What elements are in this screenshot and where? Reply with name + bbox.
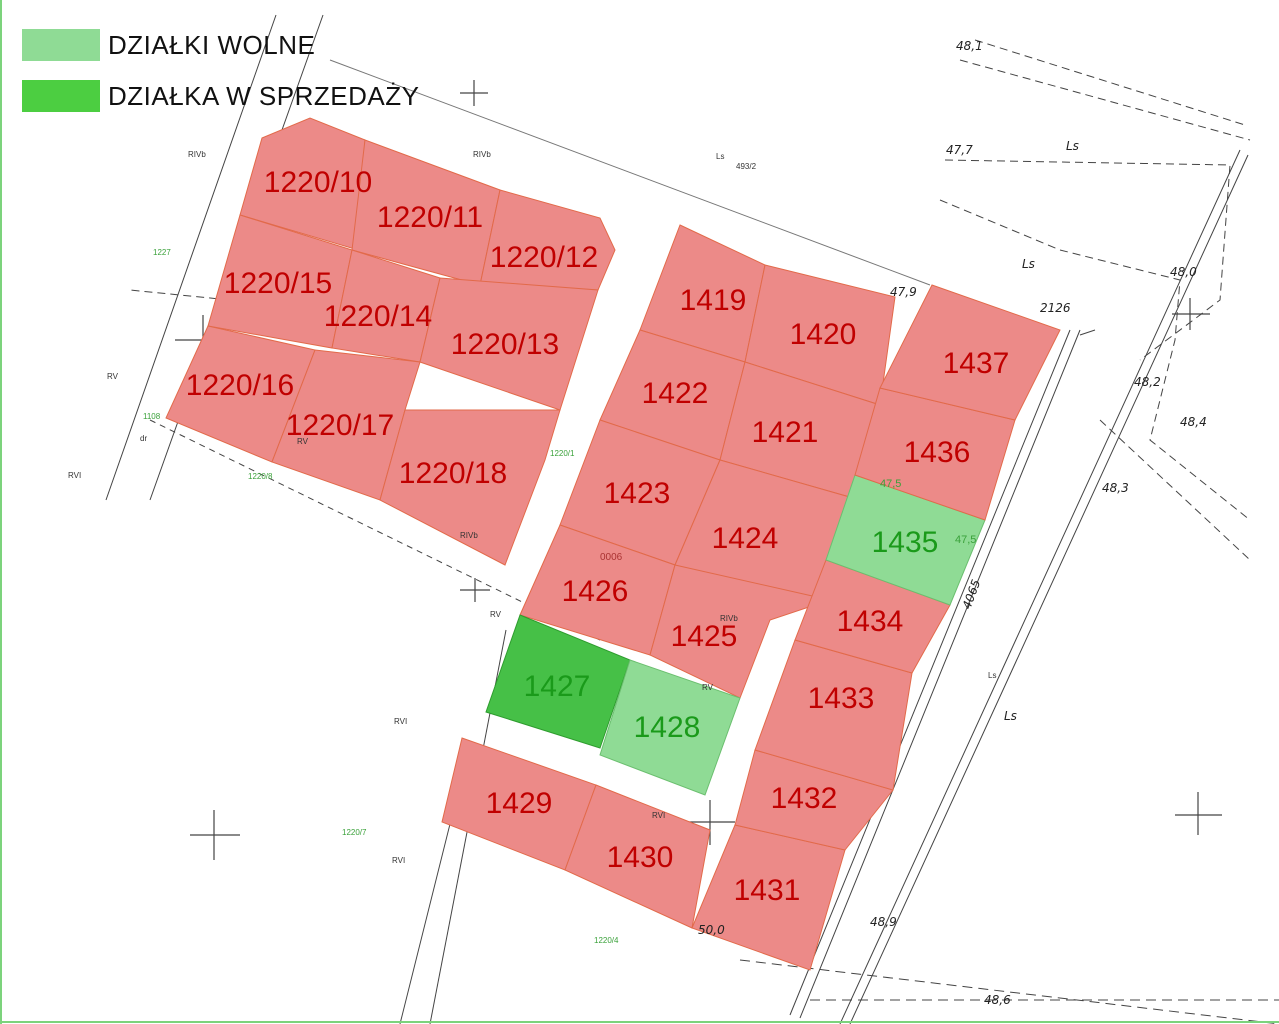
lot-1220-12[interactable] (479, 189, 616, 291)
label-2126: 2126 (1040, 301, 1071, 315)
block-east (441, 284, 1061, 971)
label-rv-4: RV (702, 683, 714, 692)
label-rvi-4: RVI (652, 811, 665, 820)
lot-label-1220-14: 1220/14 (324, 300, 432, 333)
lot-label-1220-15: 1220/15 (224, 267, 332, 300)
lot-label-1420: 1420 (790, 318, 857, 351)
label-48-4: 48,4 (1180, 415, 1207, 429)
label-road-4065: 4065 (960, 578, 984, 611)
label-rv-3: RV (490, 610, 502, 619)
legend-sale-label: DZIAŁKA W SPRZEDAŻY (108, 80, 420, 111)
lot-label-1432: 1432 (771, 782, 838, 815)
label-ls-4: Ls (988, 671, 996, 680)
label-1108: 1108 (143, 412, 161, 421)
lot-label-1220-12: 1220/12 (490, 241, 598, 274)
lot-label-1435: 1435 (872, 526, 939, 559)
label-1220-1: 1220/1 (550, 449, 575, 458)
block-west (165, 117, 616, 566)
label-48-6: 48,6 (984, 993, 1011, 1007)
survey-linework (105, 14, 1279, 1024)
label-rvi-2: RVI (394, 717, 407, 726)
lot-label-1426: 1426 (562, 575, 629, 608)
label-48-9: 48,9 (870, 915, 897, 929)
lot-label-1428: 1428 (634, 711, 701, 744)
lot-label-1430: 1430 (607, 841, 674, 874)
label-48-3: 48,3 (1102, 481, 1129, 495)
label-47-5-a: 47,5 (880, 478, 901, 490)
frame-bottom-line (0, 1021, 1279, 1023)
label-1220-4: 1220/4 (594, 936, 619, 945)
label-rv-1: RV (107, 372, 119, 381)
label-47-5-b: 47,5 (955, 534, 976, 546)
label-1227: 1227 (153, 248, 171, 257)
legend-sale: DZIAŁKA W SPRZEDAŻY (22, 80, 419, 112)
label-rivb-4: RIVb (720, 614, 738, 623)
label-48-0: 48,0 (1170, 265, 1197, 279)
label-48-1: 48,1 (956, 39, 983, 53)
label-493-2: 493/2 (736, 162, 757, 171)
block-center (485, 224, 896, 796)
lot-1425[interactable] (649, 564, 832, 699)
label-47-9: 47,9 (890, 285, 917, 299)
label-rivb-2: RIVb (473, 150, 491, 159)
lot-label-1220-13: 1220/13 (451, 328, 559, 361)
label-rivb-1: RIVb (188, 150, 206, 159)
lot-1437[interactable] (879, 284, 1061, 421)
lot-label-1431: 1431 (734, 874, 801, 907)
lot-label-1220-17: 1220/17 (286, 409, 394, 442)
label-48-2: 48,2 (1134, 375, 1161, 389)
label-ls-1: Ls (716, 152, 724, 161)
lot-label-1419: 1419 (680, 284, 747, 317)
label-rivb-3: RIVb (460, 531, 478, 540)
label-dr: dr (140, 434, 147, 443)
label-rv-2: RV (297, 437, 309, 446)
label-1220-8: 1220/8 (248, 472, 273, 481)
lot-label-1434: 1434 (837, 605, 904, 638)
lot-label-1220-11: 1220/11 (377, 201, 483, 234)
lot-label-1425: 1425 (671, 620, 738, 653)
legend-free-swatch (22, 29, 100, 61)
label-ls-3: Ls (1022, 257, 1035, 271)
lot-label-1427: 1427 (524, 670, 591, 703)
label-47-7: 47,7 (946, 143, 973, 157)
label-1220-7: 1220/7 (342, 828, 367, 837)
frame-left-line (0, 0, 2, 1024)
lot-label-1220-10: 1220/10 (264, 166, 372, 199)
label-ls-2: Ls (1066, 139, 1079, 153)
lot-label-1220-16: 1220/16 (186, 369, 294, 402)
lot-1428[interactable] (599, 659, 741, 796)
legend-free-label: DZIAŁKI WOLNE (108, 29, 316, 60)
legend-sale-swatch (22, 80, 100, 112)
lot-label-1220-18: 1220/18 (399, 457, 507, 490)
lot-label-1422: 1422 (642, 377, 709, 410)
lot-label-1424: 1424 (712, 522, 779, 555)
legend-free: DZIAŁKI WOLNE (22, 29, 315, 61)
lot-label-1433: 1433 (808, 682, 875, 715)
lot-label-1421: 1421 (752, 416, 819, 449)
label-rvi-1: RVI (68, 471, 81, 480)
label-0006: 0006 (600, 552, 623, 563)
label-50-0: 50,0 (698, 923, 725, 937)
lot-label-1423: 1423 (604, 477, 671, 510)
label-ls-5: Ls (1004, 709, 1017, 723)
lot-label-1437: 1437 (943, 347, 1010, 380)
lot-1220-18[interactable] (379, 409, 561, 566)
lot-1427[interactable] (485, 614, 631, 749)
lot-label-1436: 1436 (904, 436, 971, 469)
lot-label-1429: 1429 (486, 787, 553, 820)
label-rvi-3: RVI (392, 856, 405, 865)
